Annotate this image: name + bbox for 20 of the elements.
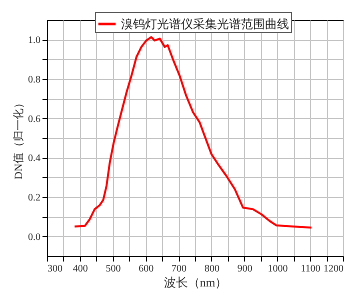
x-tick-label: 1200 (324, 264, 344, 274)
x-tick-label: 400 (72, 264, 88, 274)
y-axis-title: DN值（归一化） (12, 98, 25, 180)
y-tick-label: 0.4 (28, 153, 40, 164)
y-tick-label: 0.6 (28, 114, 40, 125)
y-tick-label: 1.0 (28, 35, 40, 46)
x-tick-label: 700 (172, 264, 187, 274)
y-tick-label: 0.0 (28, 232, 40, 243)
x-tick-label: 600 (138, 264, 154, 274)
y-tick-label: 0.8 (28, 74, 40, 86)
x-tick-label: 1000 (268, 264, 288, 274)
line-series (74, 36, 312, 229)
x-tick-label: 500 (106, 264, 121, 274)
x-tick-label: 800 (204, 264, 220, 274)
x-tick-label: 1100 (300, 264, 320, 274)
x-tick-label: 300 (48, 264, 62, 274)
x-tick-label: 900 (237, 264, 252, 274)
legend-label: 溴钨灯光谱仪采集光谱范围曲线 (121, 17, 289, 31)
y-tick-label: 0.2 (28, 192, 40, 204)
x-axis-title: 波长（nm） (164, 276, 228, 290)
